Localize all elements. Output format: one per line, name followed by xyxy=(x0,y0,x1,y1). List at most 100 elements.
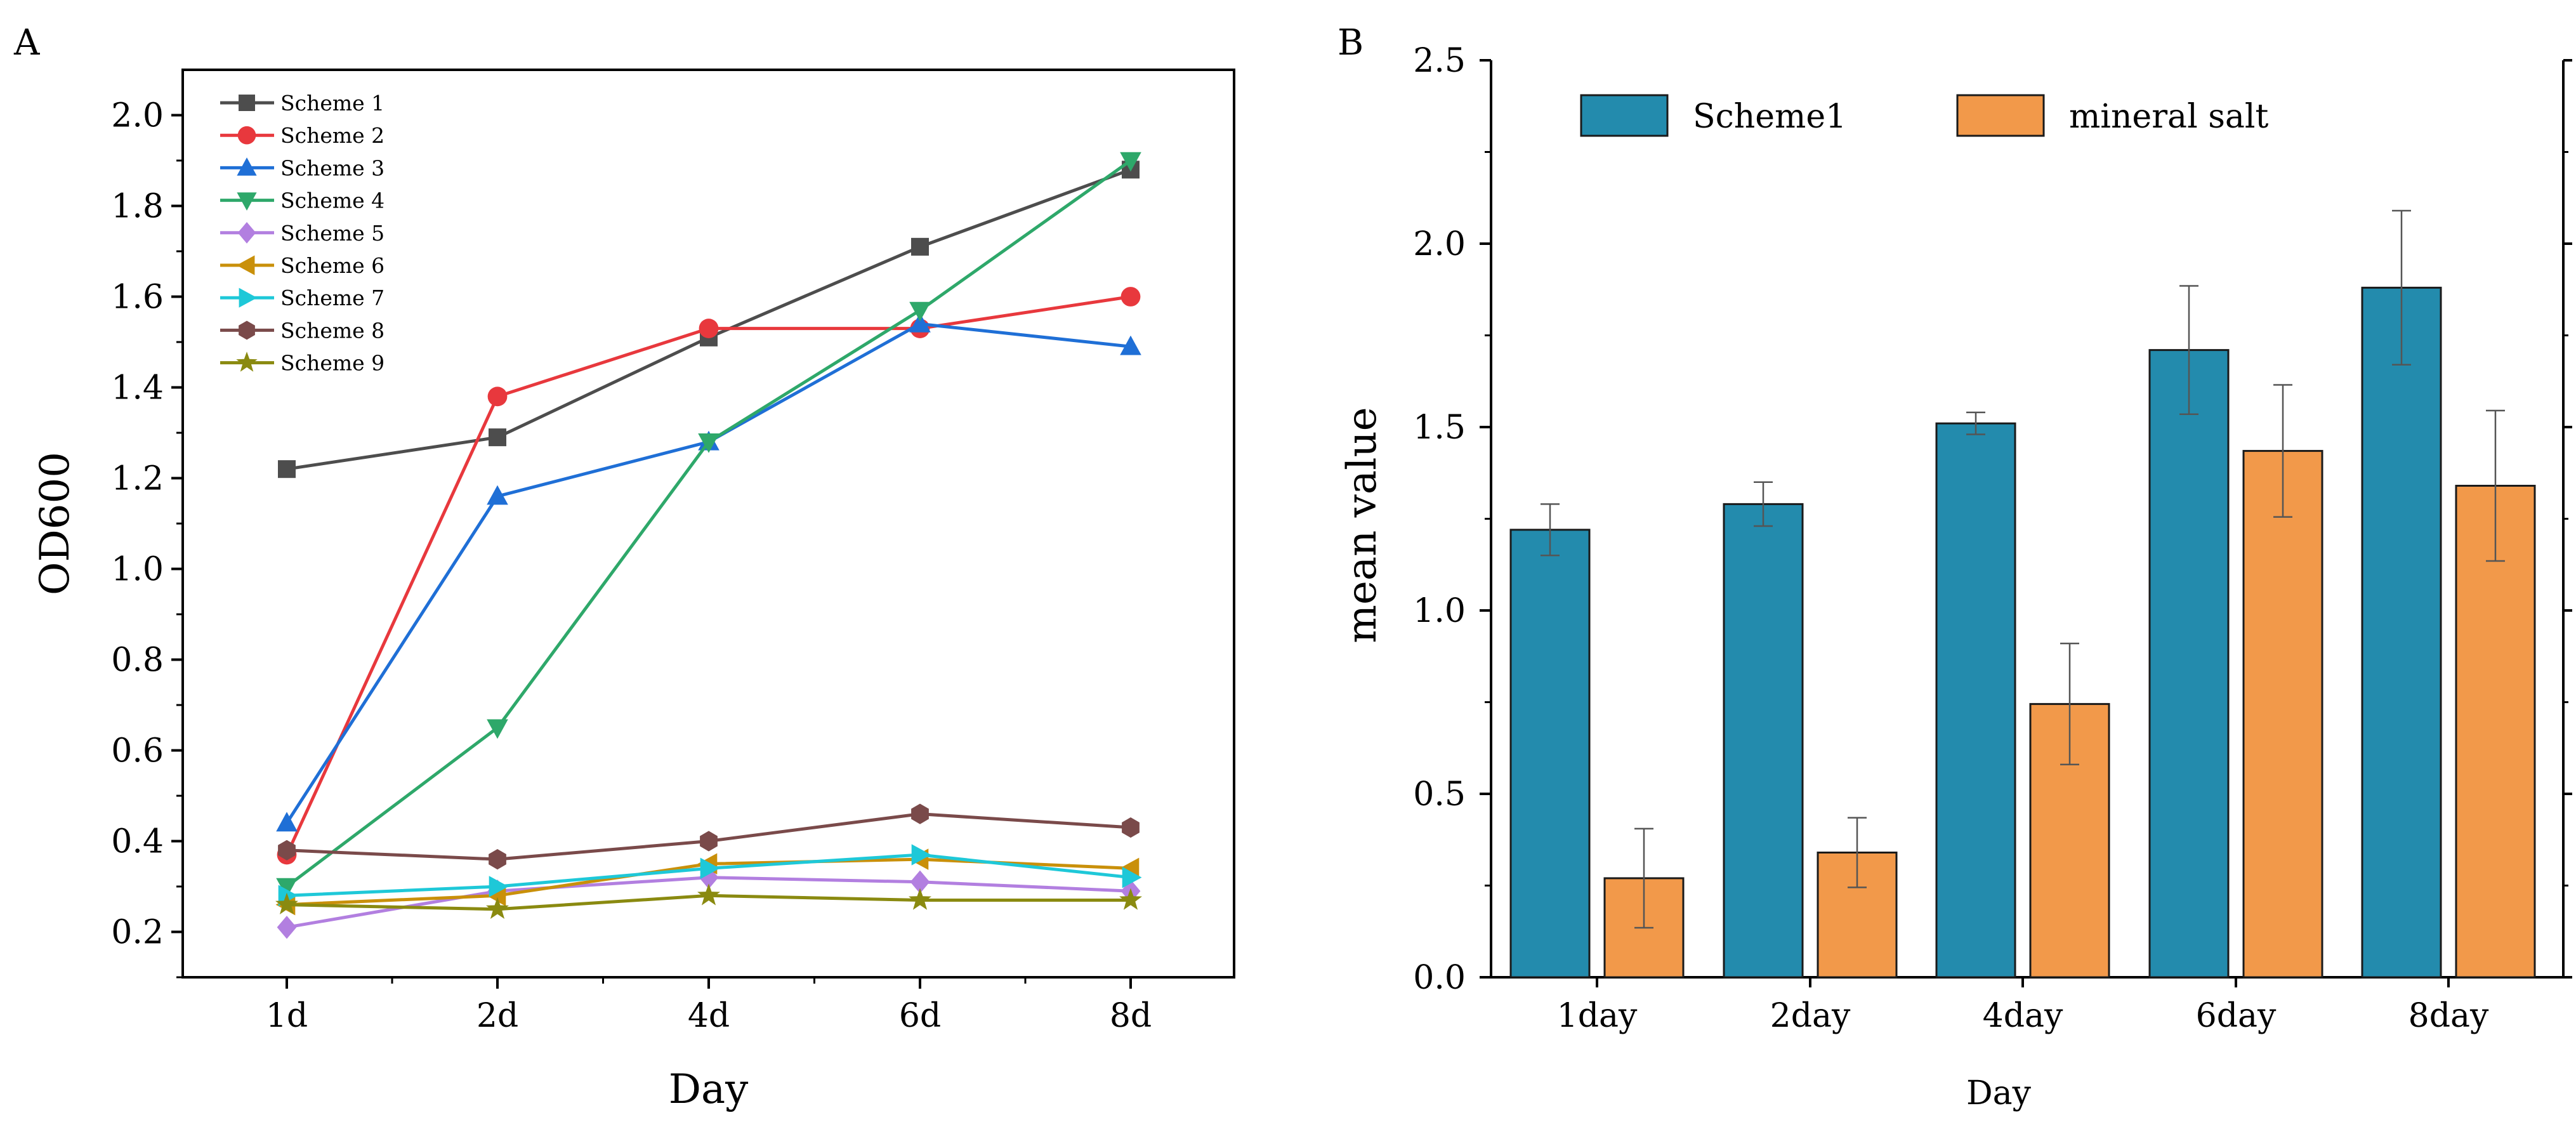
panel-a-legend-marker xyxy=(236,255,255,275)
panel-a-label: A xyxy=(13,22,40,63)
panel-a-data-point xyxy=(1120,152,1141,172)
panel-a-legend-marker xyxy=(239,320,255,340)
panel-a-data-point xyxy=(1122,817,1140,838)
panel-a-data-point xyxy=(487,485,508,505)
panel-a-legend-marker xyxy=(239,95,255,111)
panel-a-series-7 xyxy=(278,844,1142,907)
panel-a-data-point xyxy=(489,428,506,447)
panel-a-legend-label: Scheme 2 xyxy=(280,123,384,148)
panel-a-legend-marker xyxy=(239,287,258,308)
panel-a-data-point xyxy=(1119,888,1142,910)
panel-a-data-point xyxy=(911,803,929,824)
panel-a-legend-label: Scheme 7 xyxy=(280,286,384,310)
panel-a-x-axis-title: Day xyxy=(669,1066,749,1113)
panel-a-data-point xyxy=(697,883,720,906)
panel-b-y-axis-title: mean value xyxy=(1339,407,1386,643)
panel-a-data-point xyxy=(911,237,929,256)
panel-b-y-tick-label: 1.0 xyxy=(1413,592,1466,630)
panel-b-legend-swatch xyxy=(1956,94,2045,137)
panel-a-legend-marker xyxy=(237,157,257,176)
panel-b-bar xyxy=(2242,450,2323,979)
panel-b-y-tick-label: 0.5 xyxy=(1413,775,1466,814)
panel-a-y-tick-label: 1.8 xyxy=(111,188,164,226)
panel-a-legend-label: Scheme 4 xyxy=(280,188,384,213)
panel-a-series-4 xyxy=(276,152,1141,898)
panel-a-legend-marker xyxy=(237,126,256,145)
panel-a-legend-label: Scheme 6 xyxy=(280,253,384,278)
panel-a-data-point xyxy=(698,433,720,453)
panel-b-bar xyxy=(2361,286,2442,979)
panel-a-data-point xyxy=(278,460,296,478)
panel-a-data-point xyxy=(910,870,930,893)
panel-a-data-point xyxy=(700,857,720,880)
panel-a-y-tick-label: 0.4 xyxy=(111,823,164,861)
panel-a-y-tick-label: 0.8 xyxy=(111,642,164,680)
panel-a-x-tick-label: 6d xyxy=(899,997,941,1035)
panel-a-legend-label: Scheme 1 xyxy=(280,91,384,115)
panel-a-data-point xyxy=(276,812,298,832)
panel-b-x-tick-label: 4day xyxy=(1983,997,2063,1035)
panel-b-bar-chart: B 0.0 0.5 1.0 1.5 2.0 2.5 1day 2day 4day 6day 8day… xyxy=(1337,22,2572,1112)
panel-a-legend-label: Scheme 5 xyxy=(280,221,384,246)
panel-b-y-tick-label: 2.0 xyxy=(1413,225,1466,263)
panel-b-series-2 xyxy=(1603,384,2536,979)
panel-a-series-line xyxy=(285,322,1131,824)
panel-a-data-point xyxy=(487,386,508,407)
panel-a-legend: Scheme 1 Scheme 2 Scheme 3 Scheme 4 Scheme 5… xyxy=(220,91,384,376)
panel-a-series-9 xyxy=(275,883,1142,919)
panel-a-series-5 xyxy=(277,866,1141,939)
panel-b-x-axis-title: Day xyxy=(1966,1074,2032,1112)
panel-b-x-tick-label: 6day xyxy=(2196,997,2277,1035)
panel-a-data-point xyxy=(909,312,931,333)
panel-b-x-tick-label: 2day xyxy=(1770,997,1851,1035)
panel-a-y-tick-label: 0.2 xyxy=(111,914,164,952)
panel-a-data-point xyxy=(489,876,509,897)
panel-a-data-point xyxy=(909,301,931,322)
panel-a-data-point xyxy=(1120,287,1141,307)
panel-a-series-2 xyxy=(277,287,1141,865)
panel-a-data-point xyxy=(487,719,508,739)
panel-a-y-tick-label: 1.6 xyxy=(111,279,164,317)
panel-a-x-tick-label: 8d xyxy=(1110,997,1152,1035)
panel-a-legend-marker xyxy=(237,221,256,244)
panel-a-data-point xyxy=(1120,335,1141,355)
panel-a-data-point xyxy=(275,892,298,914)
panel-b-bar xyxy=(1509,529,1591,979)
panel-a-y-tick-label: 1.2 xyxy=(111,460,164,498)
panel-a-data-point xyxy=(1122,866,1142,888)
panel-a-data-point xyxy=(700,831,718,852)
panel-b-legend-label: Scheme1 xyxy=(1693,98,1846,136)
panel-b-y-tick-label: 0.0 xyxy=(1413,959,1466,997)
panel-a-series-line xyxy=(285,295,1131,856)
panel-b-label: B xyxy=(1337,22,1364,63)
panel-a-series-line xyxy=(286,159,1132,888)
panel-a-series-8 xyxy=(278,803,1140,870)
panel-b-legend-label: mineral salt xyxy=(2069,98,2269,136)
panel-a-data-point xyxy=(909,888,931,910)
panel-a-legend-label: Scheme 8 xyxy=(280,318,384,343)
panel-a-data-point xyxy=(489,849,506,870)
panel-b-x-tick-label: 8day xyxy=(2408,997,2489,1035)
panel-a-data-point xyxy=(486,897,509,919)
panel-b-legend-swatch xyxy=(1580,94,1669,137)
panel-a-x-tick-label: 1d xyxy=(266,997,308,1035)
panel-a-legend-marker xyxy=(236,352,258,372)
panel-a-data-point xyxy=(699,319,719,338)
panel-a-line-chart: A 0.2 0.4 0.6 0.8 1.0 1.2 1.4 1.6 1.8 2.0 1d 2d 4d 6d… xyxy=(13,22,1235,1113)
panel-a-legend-label: Scheme 3 xyxy=(280,155,384,180)
panel-a-series-3 xyxy=(276,312,1141,832)
panel-a-x-tick-label: 2d xyxy=(476,997,518,1035)
panel-a-y-tick-label: 2.0 xyxy=(111,97,164,135)
panel-b-bar xyxy=(2455,484,2536,979)
panel-a-x-tick-label: 4d xyxy=(688,997,730,1035)
panel-b-legend: Scheme1 mineral salt xyxy=(1580,94,2269,137)
panel-a-data-point xyxy=(278,840,296,860)
panel-a-data-point xyxy=(277,916,297,939)
panel-a-legend-label: Scheme 9 xyxy=(280,351,384,376)
panel-b-y-tick-label: 1.5 xyxy=(1413,409,1466,447)
panel-b-bar xyxy=(1935,422,2016,979)
panel-a-data-point xyxy=(911,844,931,866)
panel-a-y-tick-label: 1.0 xyxy=(111,551,164,589)
panel-a-legend-marker xyxy=(237,192,257,211)
